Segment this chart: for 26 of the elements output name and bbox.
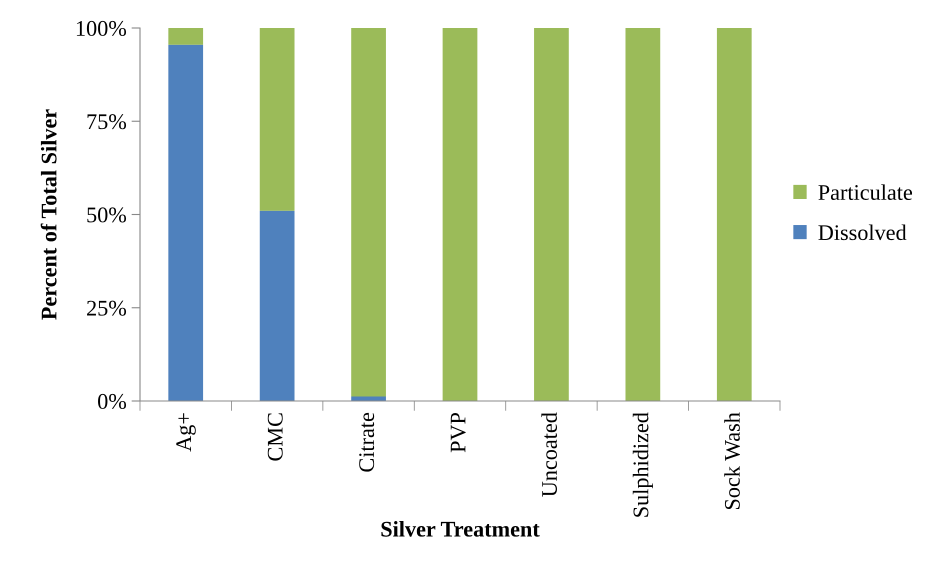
x-tick-label: Ag+ xyxy=(176,413,196,452)
x-axis-title: Silver Treatment xyxy=(381,521,540,537)
legend-label: Dissolved xyxy=(818,224,906,240)
x-tick-label: PVP xyxy=(450,413,466,452)
y-tick-label: 75% xyxy=(88,114,126,130)
bar xyxy=(168,28,204,45)
bar xyxy=(442,28,478,401)
y-tick-label: 50% xyxy=(87,207,126,222)
x-tick-label: Citrate xyxy=(359,412,374,472)
x-tick-label: Sock Wash xyxy=(724,412,740,510)
bar xyxy=(260,28,295,211)
bar xyxy=(351,396,386,401)
x-tick-label: CMC xyxy=(268,413,283,461)
bar xyxy=(351,28,386,397)
bar xyxy=(168,44,204,401)
bar xyxy=(716,28,752,401)
x-tick-label: Sulphidized xyxy=(632,412,653,517)
legend-label: Particulate xyxy=(818,184,912,200)
y-tick-label: 25% xyxy=(87,300,126,316)
bar xyxy=(625,28,660,401)
y-tick-label: 100% xyxy=(76,20,126,36)
y-axis-title: Percent of Total Silver xyxy=(40,109,57,320)
bar xyxy=(260,210,295,401)
bar xyxy=(534,28,569,401)
y-tick-label: 0% xyxy=(98,394,126,409)
x-tick-label: Uncoated xyxy=(541,412,557,497)
